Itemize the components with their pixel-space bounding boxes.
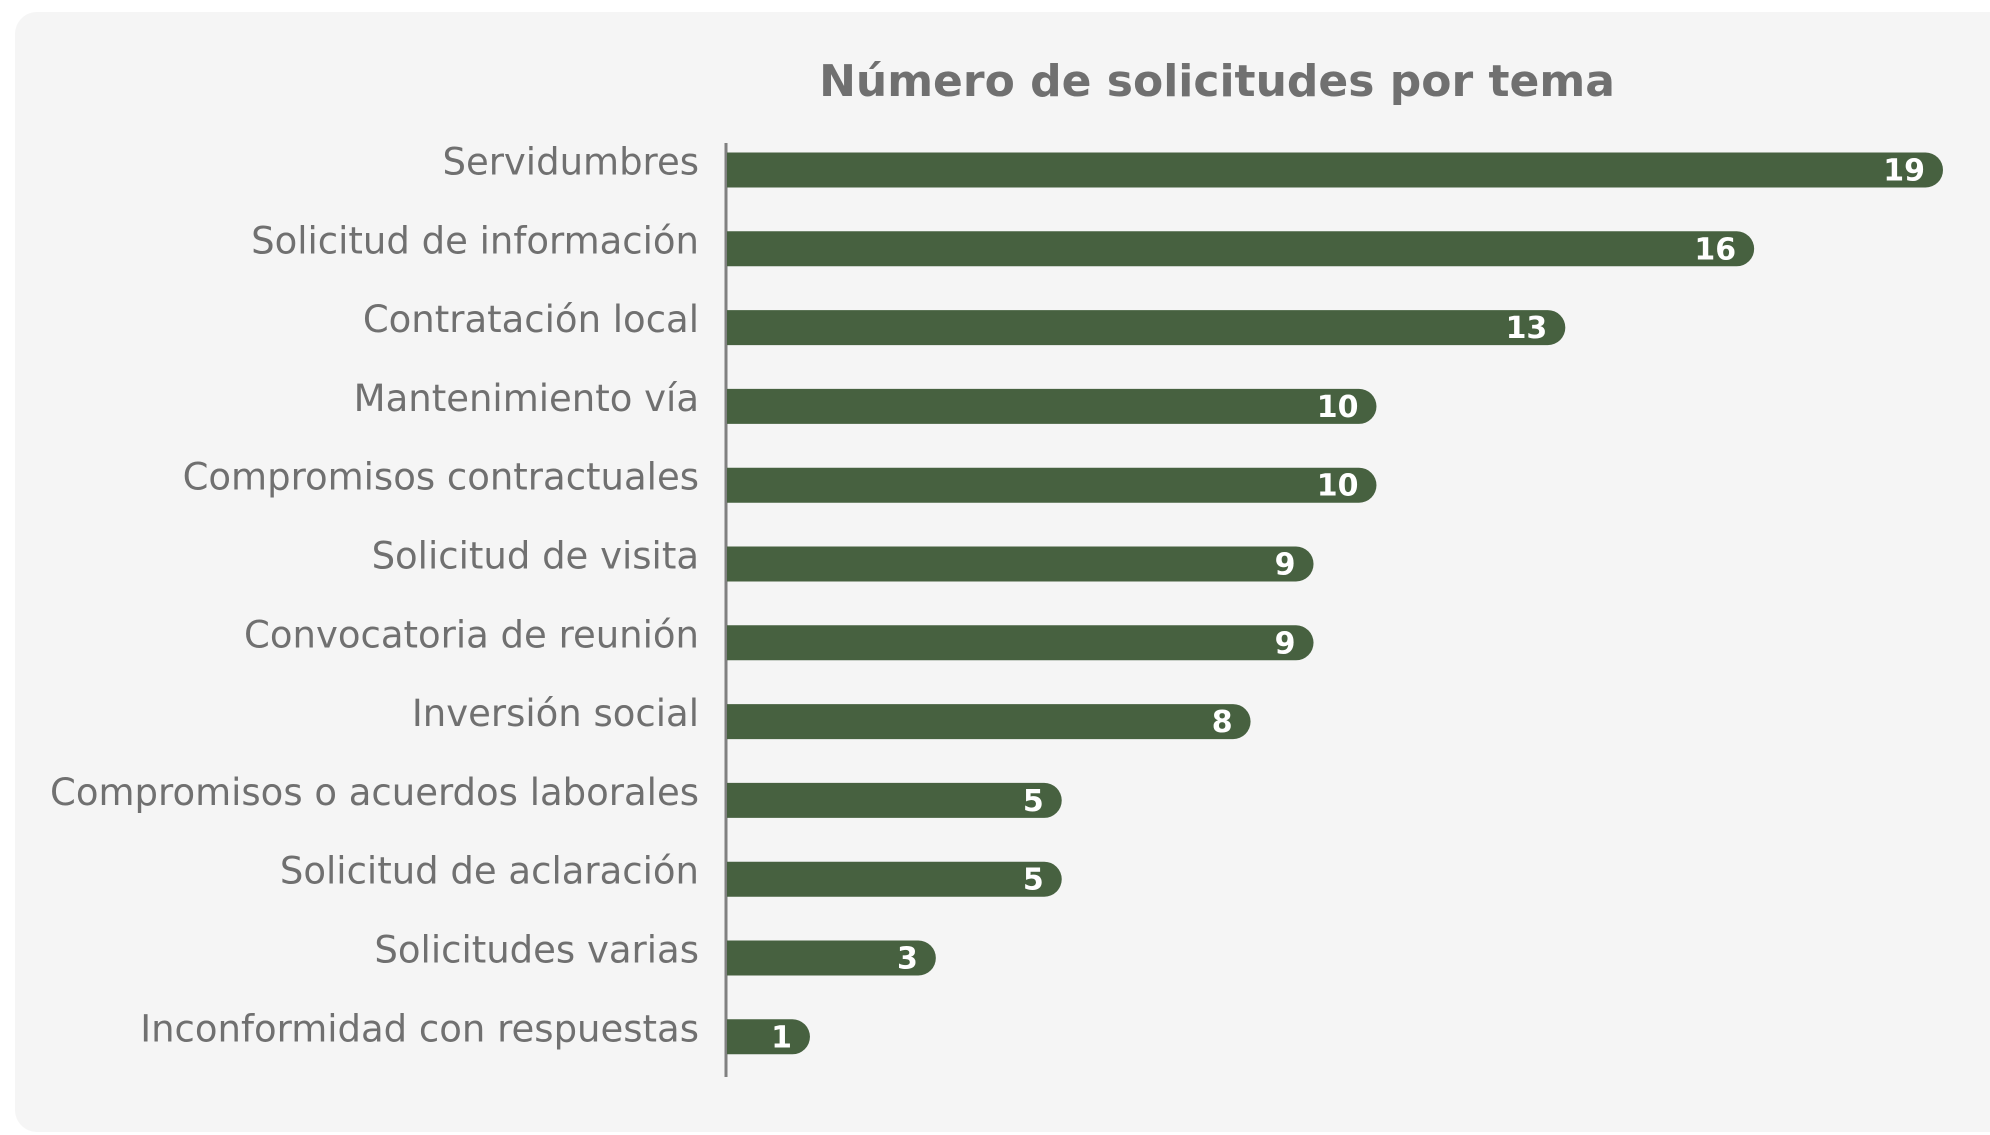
category-label: Solicitud de información	[251, 219, 699, 262]
category-label: Solicitudes varias	[374, 929, 699, 972]
bar	[727, 625, 1314, 661]
value-label: 13	[1506, 311, 1548, 346]
value-label: 10	[1317, 390, 1359, 425]
category-label: Inversión social	[412, 692, 699, 735]
bar	[727, 152, 1943, 188]
bar	[727, 388, 1377, 424]
value-label: 5	[1023, 784, 1044, 819]
value-label: 10	[1317, 469, 1359, 504]
bar	[727, 467, 1377, 503]
value-label: 1	[771, 1020, 792, 1055]
category-label: Compromisos contractuales	[183, 456, 699, 499]
bar	[727, 310, 1566, 346]
category-label: Contratación local	[363, 298, 699, 341]
category-label: Servidumbres	[442, 141, 699, 184]
value-label: 9	[1275, 548, 1296, 583]
value-label: 9	[1275, 626, 1296, 661]
value-label: 19	[1883, 154, 1925, 189]
category-label: Convocatoria de reunión	[244, 613, 699, 656]
category-label: Solicitud de visita	[372, 535, 699, 578]
bar	[727, 1019, 810, 1055]
bar	[727, 704, 1251, 740]
value-label: 16	[1694, 232, 1736, 267]
bar	[727, 940, 936, 976]
category-label: Solicitud de aclaración	[280, 850, 699, 893]
bar	[727, 546, 1314, 582]
category-label: Inconformidad con respuestas	[140, 1007, 699, 1050]
category-label: Compromisos o acuerdos laborales	[50, 771, 699, 814]
value-label: 5	[1023, 863, 1044, 898]
category-label: Mantenimiento vía	[354, 377, 699, 420]
chart-title: Número de solicitudes por tema	[819, 56, 1615, 107]
bar	[727, 231, 1755, 267]
value-label: 8	[1212, 705, 1233, 740]
bar	[727, 861, 1062, 897]
bar	[727, 782, 1062, 818]
value-label: 3	[897, 942, 918, 977]
